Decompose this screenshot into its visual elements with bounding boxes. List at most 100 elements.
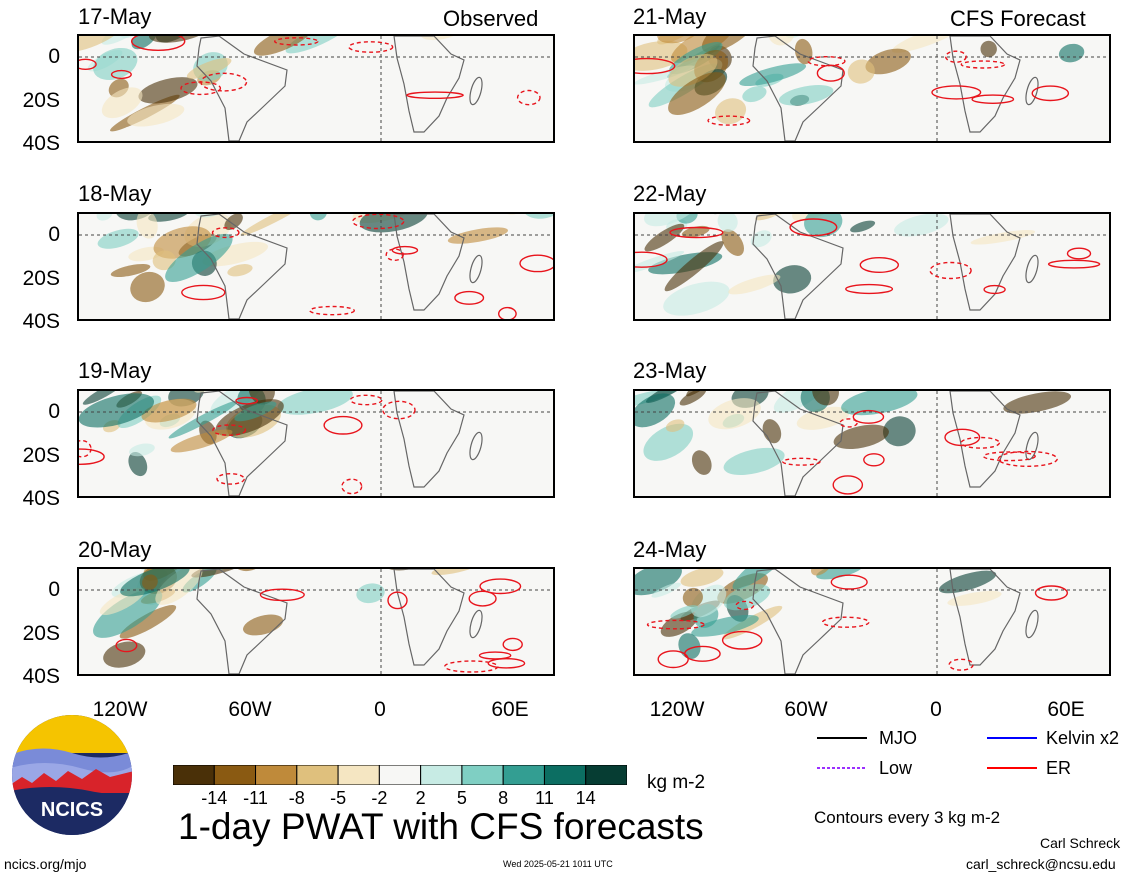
pwat-anomaly-blob: [644, 223, 685, 252]
er-contour: [79, 58, 97, 70]
lat-tick-label: 40S: [22, 665, 60, 688]
pwat-anomaly-blob: [773, 391, 826, 413]
pwat-anomaly-blob: [227, 264, 253, 277]
madagascar-coastline: [1025, 609, 1039, 639]
colorbar-swatch: [337, 764, 380, 786]
colorbar-swatch: [378, 764, 422, 786]
er-contour: [657, 650, 689, 669]
pwat-anomaly-blob: [680, 569, 724, 587]
er-contour: [235, 396, 259, 405]
map-panel-18-may: [77, 212, 555, 321]
pwat-anomaly-blob: [865, 48, 911, 75]
pwat-anomaly-blob: [119, 604, 177, 639]
er-contour: [181, 284, 226, 301]
er-contour: [948, 658, 974, 671]
colorbar-swatch: [502, 764, 545, 786]
er-contour: [387, 591, 408, 610]
pwat-anomaly-blob: [663, 281, 730, 316]
madagascar-coastline: [469, 609, 483, 639]
pwat-anomaly-blob: [635, 393, 676, 428]
pwat-anomaly-blob: [657, 36, 700, 44]
er-contour: [259, 588, 305, 602]
colorbar-swatch: [461, 764, 504, 786]
footer-author: Carl Schreck: [1040, 835, 1121, 851]
panel-date-label: 19-May: [78, 358, 152, 383]
er-contour: [789, 218, 838, 237]
legend: [815, 726, 1135, 786]
colorbar-swatch: [585, 764, 628, 786]
pwat-anomaly-blob: [980, 40, 997, 58]
pwat-anomaly-blob: [668, 53, 718, 87]
pwat-anomaly-blob: [129, 443, 155, 457]
pwat-anomaly-blob: [155, 569, 203, 605]
colorbar-swatch: [213, 764, 257, 786]
footer-timestamp: Wed 2025-05-21 1011 UTC: [503, 859, 613, 869]
pwat-anomaly-blob: [671, 36, 734, 63]
observed-header: Observed: [443, 6, 539, 31]
pwat-anomaly-blob: [138, 77, 198, 104]
pwat-anomaly-blob: [947, 590, 1002, 606]
colorbar-tick-label: 5: [456, 788, 467, 808]
pwat-anomaly-blob: [773, 265, 812, 294]
pwat-anomaly-blob: [165, 233, 233, 282]
panel-date-label: 17-May: [78, 4, 152, 29]
pwat-anomaly-blob: [359, 214, 428, 233]
lat-tick-label: 0: [48, 400, 60, 423]
er-contour: [635, 57, 676, 75]
africa-coastline: [949, 36, 1021, 133]
south-america-coastline: [752, 569, 844, 674]
legend-label: MJO: [879, 728, 917, 748]
pwat-anomaly-blob: [682, 587, 703, 608]
pwat-anomaly-blob: [101, 87, 143, 119]
er-contour: [498, 306, 517, 319]
pwat-anomaly-blob: [732, 569, 792, 590]
pwat-anomaly-blob: [708, 398, 761, 430]
er-contour: [807, 56, 846, 67]
er-contour: [454, 290, 485, 305]
lat-tick-label: 20S: [22, 622, 60, 645]
er-contour: [519, 254, 553, 273]
er-contour: [971, 94, 1015, 105]
pwat-anomaly-blob: [691, 450, 712, 475]
pwat-anomaly-blob: [127, 103, 185, 127]
south-america-coastline: [196, 214, 288, 319]
colorbar-swatch: [543, 764, 587, 786]
lat-tick-label: 0: [48, 223, 60, 246]
er-contour: [479, 578, 522, 595]
africa-coastline: [393, 36, 465, 133]
er-contour: [944, 428, 981, 447]
footer-url: ncics.org/mjo: [4, 856, 87, 872]
pwat-anomaly-blob: [253, 36, 313, 56]
pwat-anomaly-blob: [148, 214, 190, 222]
pwat-anomaly-blob: [894, 214, 949, 237]
madagascar-coastline: [469, 431, 483, 461]
africa-coastline: [393, 391, 465, 488]
er-contour: [468, 590, 497, 607]
pwat-anomaly-blob: [96, 214, 113, 221]
chart-title: 1-day PWAT with CFS forecasts: [178, 806, 704, 847]
pwat-anomaly-blob: [816, 569, 864, 580]
er-contour: [273, 37, 319, 46]
lon-tick-label: 0: [374, 698, 386, 721]
er-contour: [516, 89, 541, 106]
pwat-anomaly-blob: [79, 393, 155, 428]
pwat-anomaly-blob: [664, 241, 724, 292]
er-contour: [721, 630, 763, 650]
pwat-anomaly-blob: [168, 400, 238, 439]
pwat-anomaly-blob: [136, 214, 158, 239]
pwat-anomaly-blob: [170, 429, 233, 453]
er-contour: [79, 448, 105, 465]
panel-date-label: 22-May: [633, 181, 707, 206]
map-panel-19-may: [77, 389, 555, 498]
map-panel-22-may: [633, 212, 1111, 321]
panel-date-label: 18-May: [78, 181, 152, 206]
pwat-anomaly-blob: [847, 59, 875, 84]
colorbar-unit: kg m-2: [647, 772, 706, 793]
panel-date-label: 20-May: [78, 537, 152, 562]
er-contour: [502, 637, 523, 652]
ncics-logo: NCICS: [10, 713, 134, 837]
pwat-anomaly-blob: [701, 36, 760, 53]
pwat-anomaly-blob: [721, 229, 744, 256]
er-contour: [349, 394, 383, 406]
colorbar-tick-label: 8: [498, 788, 509, 808]
